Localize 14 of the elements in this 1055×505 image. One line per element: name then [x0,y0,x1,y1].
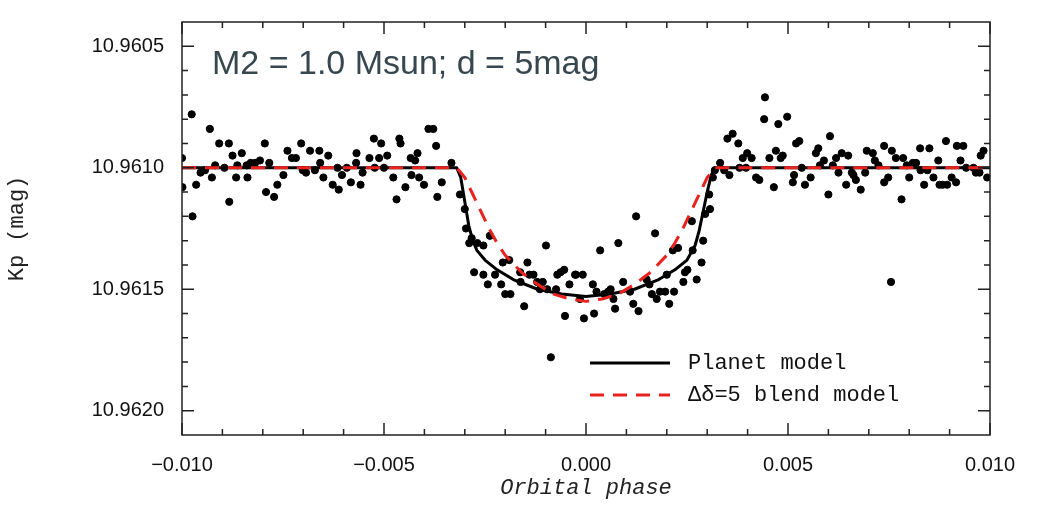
x-tick-label: 0.010 [964,452,1016,475]
y-tick-label: 10.9605 [91,33,164,56]
y-axis-title: Kp (mag) [5,175,31,282]
y-tick-label: 10.9615 [91,276,164,299]
x-tick-label: 0.005 [762,452,814,475]
x-axis-title: Orbital phase [500,475,672,501]
x-tick-label: −0.010 [151,452,213,475]
legend-label: Planet model [688,350,847,376]
legend-label: Δδ=5 blend model [688,382,900,408]
annotation: M2 = 1.0 Msun; d = 5mag [212,43,600,82]
x-tick-label: 0.000 [560,452,612,475]
y-tick-label: 10.9620 [91,398,164,421]
x-tick-label: −0.005 [353,452,415,475]
y-tick-label: 10.9610 [91,155,164,178]
